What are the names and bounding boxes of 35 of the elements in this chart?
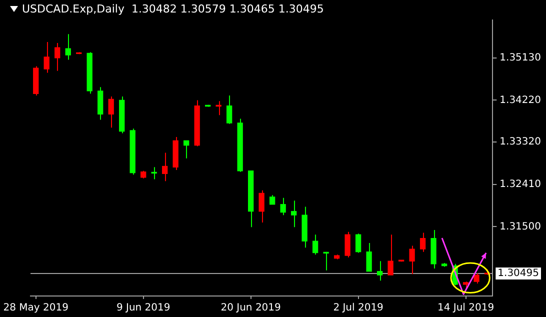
candlestick [65, 34, 71, 60]
y-tick-label: 1.35130 [500, 52, 542, 64]
candlestick [420, 232, 426, 252]
y-tick-label: 1.31500 [500, 221, 542, 232]
candlestick [216, 100, 222, 116]
candlestick [290, 200, 297, 228]
ref-line-label: 1.30495 [498, 268, 540, 280]
candlestick [184, 140, 190, 159]
candlestick [312, 234, 318, 256]
candlestick [388, 234, 394, 276]
candlestick [323, 251, 329, 271]
chart-title: USDCAD.Exp,Daily 1.30482 1.30579 1.30465 1.30495 [22, 2, 324, 16]
x-tick-label: 14 Jul 2019 [437, 302, 494, 314]
candlestick [44, 42, 50, 74]
candlestick [366, 242, 372, 272]
y-tick-label: 1.32410 [500, 178, 542, 190]
x-tick-label: 20 Jun 2019 [220, 302, 281, 314]
x-tick-label: 9 Jun 2019 [116, 302, 170, 314]
candlestick [258, 190, 264, 224]
candlestick [409, 245, 415, 275]
candlestick [108, 96, 114, 128]
candlestick [162, 152, 168, 182]
candlestick [344, 231, 350, 258]
candlestick [280, 197, 286, 216]
candlestick [474, 272, 480, 284]
candlestick [376, 260, 383, 282]
y-tick-label: 1.33320 [500, 136, 542, 148]
y-tick-label: 1.34220 [500, 94, 542, 106]
x-tick-label: 28 May 2019 [3, 302, 68, 314]
candlestick [226, 95, 232, 124]
candlestick [269, 194, 276, 205]
candlestick [355, 233, 362, 254]
candlestick [54, 42, 60, 72]
candlestick [98, 86, 104, 120]
x-tick-label: 2 Jul 2019 [333, 302, 384, 314]
